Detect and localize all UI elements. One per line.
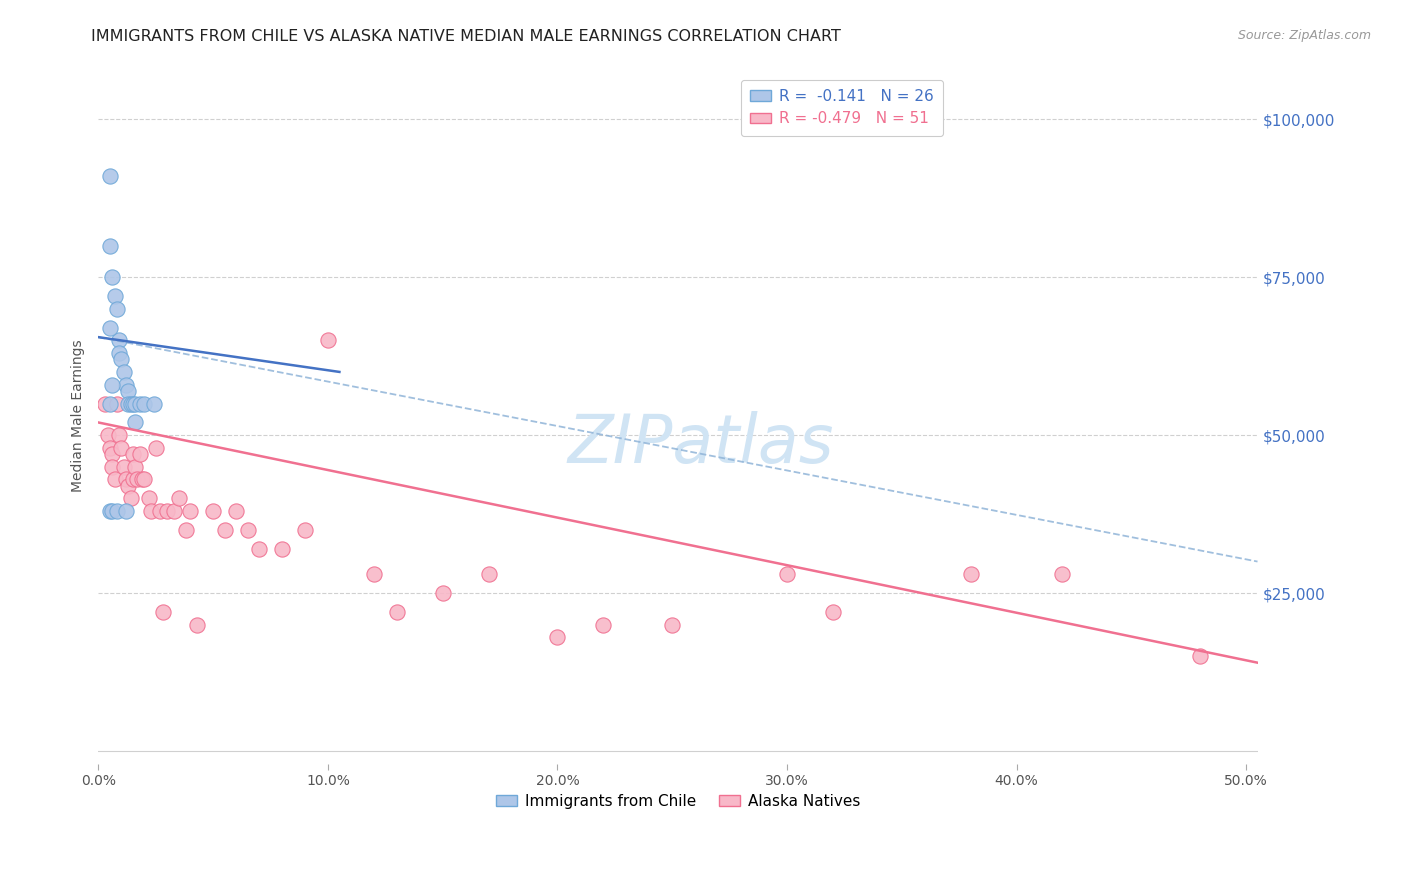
Point bbox=[98, 169, 121, 183]
Point bbox=[179, 504, 201, 518]
Point bbox=[117, 479, 139, 493]
Point bbox=[101, 377, 124, 392]
Point bbox=[98, 441, 121, 455]
Point bbox=[124, 459, 146, 474]
Point bbox=[117, 396, 139, 410]
Text: Source: ZipAtlas.com: Source: ZipAtlas.com bbox=[1237, 29, 1371, 42]
Point bbox=[97, 428, 120, 442]
Point bbox=[98, 320, 121, 334]
Point bbox=[128, 447, 150, 461]
Point bbox=[131, 472, 153, 486]
Point bbox=[117, 384, 139, 398]
Point bbox=[112, 365, 135, 379]
Point bbox=[108, 334, 131, 348]
Point bbox=[101, 504, 124, 518]
Point bbox=[101, 270, 124, 285]
Point bbox=[105, 301, 128, 316]
Point bbox=[247, 541, 270, 556]
Point bbox=[271, 541, 294, 556]
Point bbox=[127, 472, 149, 486]
Point bbox=[115, 472, 138, 486]
Point bbox=[101, 447, 124, 461]
Point bbox=[120, 491, 142, 506]
Point bbox=[294, 523, 316, 537]
Point bbox=[547, 631, 569, 645]
Point bbox=[236, 523, 259, 537]
Point bbox=[138, 491, 160, 506]
Point bbox=[959, 567, 981, 582]
Point bbox=[134, 396, 156, 410]
Point bbox=[186, 617, 208, 632]
Point bbox=[174, 523, 197, 537]
Point bbox=[121, 472, 143, 486]
Point bbox=[124, 416, 146, 430]
Point bbox=[156, 504, 179, 518]
Point bbox=[149, 504, 172, 518]
Point bbox=[202, 504, 225, 518]
Y-axis label: Median Male Earnings: Median Male Earnings bbox=[72, 340, 86, 492]
Point bbox=[98, 504, 121, 518]
Legend: Immigrants from Chile, Alaska Natives: Immigrants from Chile, Alaska Natives bbox=[489, 788, 866, 815]
Text: IMMIGRANTS FROM CHILE VS ALASKA NATIVE MEDIAN MALE EARNINGS CORRELATION CHART: IMMIGRANTS FROM CHILE VS ALASKA NATIVE M… bbox=[91, 29, 841, 44]
Point bbox=[214, 523, 236, 537]
Point bbox=[108, 346, 131, 360]
Point bbox=[120, 396, 142, 410]
Point bbox=[1189, 649, 1212, 664]
Point bbox=[661, 617, 683, 632]
Point bbox=[98, 238, 121, 252]
Point bbox=[225, 504, 247, 518]
Point bbox=[105, 396, 128, 410]
Point bbox=[115, 377, 138, 392]
Point bbox=[108, 428, 131, 442]
Point bbox=[101, 459, 124, 474]
Point bbox=[94, 396, 117, 410]
Point bbox=[112, 459, 135, 474]
Point bbox=[98, 396, 121, 410]
Point bbox=[592, 617, 614, 632]
Point bbox=[121, 396, 143, 410]
Point bbox=[1052, 567, 1074, 582]
Point bbox=[142, 396, 165, 410]
Point bbox=[363, 567, 385, 582]
Point bbox=[103, 472, 125, 486]
Point bbox=[110, 441, 132, 455]
Point bbox=[776, 567, 799, 582]
Point bbox=[121, 447, 143, 461]
Text: ZIPatlas: ZIPatlas bbox=[568, 411, 834, 477]
Point bbox=[128, 396, 150, 410]
Point bbox=[105, 504, 128, 518]
Point bbox=[152, 605, 174, 619]
Point bbox=[141, 504, 163, 518]
Point bbox=[385, 605, 408, 619]
Point bbox=[821, 605, 844, 619]
Point bbox=[134, 472, 156, 486]
Point bbox=[110, 352, 132, 367]
Point bbox=[163, 504, 186, 518]
Point bbox=[167, 491, 190, 506]
Point bbox=[316, 334, 339, 348]
Point bbox=[432, 586, 454, 600]
Point bbox=[115, 504, 138, 518]
Point bbox=[103, 289, 125, 303]
Point bbox=[478, 567, 501, 582]
Point bbox=[124, 396, 146, 410]
Point bbox=[145, 441, 167, 455]
